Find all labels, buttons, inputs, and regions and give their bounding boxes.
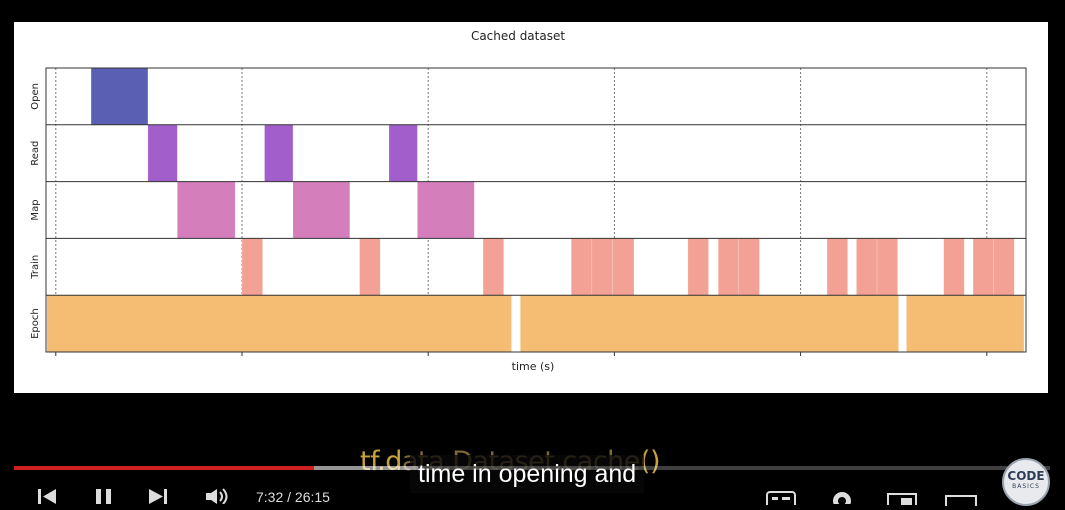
timeline-bar-train bbox=[993, 238, 1015, 296]
row-label-map: Map bbox=[30, 199, 41, 220]
subtitles-button[interactable] bbox=[766, 490, 796, 509]
x-axis-label: time (s) bbox=[512, 360, 555, 373]
logo-text-code: CODE bbox=[1007, 469, 1045, 483]
timeline-bar-map bbox=[177, 181, 236, 239]
timeline-bar-train bbox=[359, 238, 381, 296]
next-button[interactable] bbox=[148, 488, 170, 508]
slide-code-part-3: () bbox=[639, 446, 661, 477]
row-label-open: Open bbox=[30, 83, 41, 110]
time-display: 7:32 / 26:15 bbox=[256, 489, 330, 505]
pause-button[interactable] bbox=[94, 488, 114, 508]
progress-bar[interactable] bbox=[14, 466, 1050, 470]
timeline-bar-train bbox=[612, 238, 635, 296]
volume-button[interactable] bbox=[205, 488, 231, 508]
timeline-bar-train bbox=[241, 238, 263, 296]
miniplayer-button[interactable] bbox=[887, 490, 917, 510]
theater-mode-button[interactable] bbox=[945, 491, 977, 510]
row-label-train: Train bbox=[30, 255, 41, 280]
timeline-bar-train bbox=[856, 238, 878, 296]
timeline-bar-read bbox=[388, 124, 418, 182]
timeline-bar-map bbox=[417, 181, 475, 239]
previous-icon bbox=[38, 489, 56, 504]
plot-border bbox=[45, 67, 1027, 353]
next-icon bbox=[149, 489, 167, 504]
timeline-bar-train bbox=[826, 238, 848, 296]
settings-button[interactable] bbox=[829, 489, 855, 510]
progress-played bbox=[14, 466, 315, 470]
timeline-bar-epoch bbox=[46, 294, 512, 353]
timeline-chart: Cached dataset Open Read Map Train Epoch tim… bbox=[30, 29, 1027, 373]
pause-icon bbox=[96, 489, 111, 504]
timeline-bar-train bbox=[718, 238, 740, 296]
timeline-bar-open bbox=[90, 67, 149, 126]
timeline-bar-train bbox=[571, 238, 593, 296]
logo-text-basics: BASICS bbox=[1012, 483, 1040, 490]
timeline-bar-train bbox=[972, 238, 994, 296]
timeline-bar-epoch bbox=[906, 294, 1025, 353]
row-label-epoch: Epoch bbox=[30, 308, 41, 339]
timeline-bar-train bbox=[687, 238, 709, 296]
timeline-bar-train bbox=[943, 238, 965, 296]
timeline-bar-epoch bbox=[520, 294, 899, 353]
chart-title: Cached dataset bbox=[471, 29, 565, 43]
row-label-read: Read bbox=[30, 141, 41, 166]
timeline-bar-train bbox=[482, 238, 504, 296]
timeline-bar-train bbox=[738, 238, 760, 296]
subtitles-icon bbox=[766, 491, 796, 509]
timeline-bar-read bbox=[264, 124, 294, 182]
theater-icon bbox=[945, 495, 977, 510]
subtitle-caption: time in opening and bbox=[410, 455, 645, 493]
channel-logo[interactable]: CODE BASICS bbox=[1002, 458, 1050, 506]
slide-frame: Cached dataset Open Read Map Train Epoch tim… bbox=[14, 22, 1048, 393]
timeline-bar-read bbox=[147, 124, 178, 182]
timeline-bar-map bbox=[292, 181, 351, 239]
timeline-bar-train bbox=[591, 238, 613, 296]
timeline-bar-train bbox=[876, 238, 898, 296]
slide-code-part-1: tf.d bbox=[360, 446, 402, 477]
miniplayer-icon bbox=[887, 493, 917, 510]
previous-button[interactable] bbox=[38, 488, 58, 508]
